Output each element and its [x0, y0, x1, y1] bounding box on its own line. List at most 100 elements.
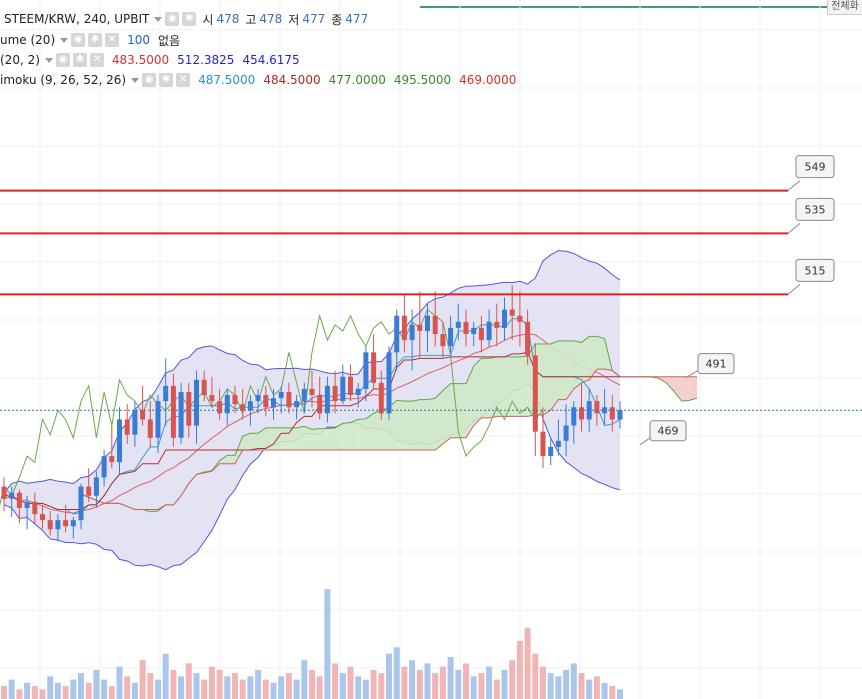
symbol-legend: STEEM/KRW, 240, UPBIT ◉ ✱ 시 478 고 478 저 … [4, 10, 368, 28]
ichimoku-cloud-segment [427, 398, 436, 450]
ichimoku-cloud-segment [581, 336, 590, 383]
volume-bar [278, 676, 285, 699]
ichimoku-cloud-segment [365, 413, 374, 450]
fullscreen-button[interactable]: 전체화 [827, 0, 862, 15]
ichimoku-cloud-segment [481, 358, 490, 418]
candle-body [432, 315, 438, 335]
ichimoku-cloud-segment [404, 401, 413, 450]
volume-bar [470, 676, 477, 699]
candle-body [394, 315, 400, 353]
gear-icon[interactable]: ✱ [182, 12, 197, 26]
marker-label-469: 469 [658, 425, 679, 438]
volume-bar [262, 679, 269, 699]
volume-bar [540, 666, 546, 699]
volume-bar [93, 669, 100, 699]
candle-body [355, 388, 361, 396]
ichimoku-cloud-segment [258, 427, 266, 450]
candle-body [348, 376, 353, 396]
candle-body [517, 315, 523, 322]
candle-body [371, 352, 377, 383]
ichimoku-cloud-segment [442, 383, 451, 444]
volume-bar [216, 669, 223, 699]
candle-body [617, 410, 623, 420]
volume-bar [285, 673, 292, 699]
candle-body [571, 407, 577, 426]
candle-body [55, 520, 61, 530]
candle-body [124, 419, 130, 435]
volume-bar [547, 673, 554, 699]
low-label: 저 [288, 12, 300, 27]
volume-bar [609, 686, 616, 699]
volume-bar [447, 656, 454, 699]
open-label: 시 [202, 12, 214, 27]
top-border-line [420, 6, 862, 8]
candle-body [232, 395, 238, 405]
volume-bar [593, 676, 600, 699]
close-icon[interactable]: ✕ [105, 33, 120, 47]
candle-body [201, 379, 207, 396]
gear-icon[interactable]: ✱ [159, 73, 174, 87]
candle-body [24, 501, 30, 508]
volume-bar [155, 679, 161, 699]
candle-body [563, 425, 569, 441]
volume-bar [131, 682, 138, 699]
eye-icon[interactable]: ◉ [142, 73, 157, 87]
volume-bar [124, 676, 131, 699]
candle-body [101, 456, 107, 478]
ichimoku-kijun [3, 351, 620, 510]
volume-bar [424, 663, 431, 699]
ichimoku-cloud-segment [689, 376, 697, 401]
ichimoku-cloud-segment [566, 340, 574, 400]
chevron-down-icon[interactable] [131, 77, 140, 83]
volume-bar [309, 669, 315, 699]
volume-bar [409, 660, 416, 699]
chevron-down-icon[interactable] [44, 57, 53, 63]
ichimoku-legend: imoku (9, 26, 52, 26) ◉ ✱ ✕ 487.5000 484… [0, 71, 516, 89]
close-icon[interactable]: ✕ [89, 53, 104, 67]
candle-body [594, 401, 600, 414]
ichimoku-cloud-segment [350, 419, 359, 450]
volume-bar [486, 666, 493, 699]
candle-body [224, 395, 230, 414]
close-icon[interactable]: ✕ [176, 73, 191, 87]
ichimoku-value-3: 477.0000 [328, 73, 386, 87]
callout-leader [787, 222, 801, 234]
ichimoku-cloud-segment [319, 428, 328, 450]
candle-body [217, 401, 223, 414]
gear-icon[interactable]: ✱ [72, 53, 87, 67]
ichimoku-cloud-segment [281, 427, 289, 450]
ichimoku-cloud-segment [327, 427, 336, 450]
eye-icon[interactable]: ◉ [55, 53, 70, 67]
candle-body [147, 419, 153, 438]
ichimoku-cloud-segment [512, 356, 520, 417]
candle-body [255, 395, 261, 402]
eye-icon[interactable]: ◉ [71, 33, 86, 47]
chevron-down-icon[interactable] [60, 37, 69, 43]
candle-body [579, 407, 584, 420]
ichimoku-value-1: 487.5000 [198, 73, 256, 87]
callout-leader [787, 283, 801, 295]
candle-body [324, 385, 330, 414]
candle-body [140, 410, 146, 420]
ichimoku-cloud-segment [358, 418, 366, 450]
volume-bar [8, 679, 15, 699]
candle-body [194, 379, 199, 426]
ichimoku-cloud-segment [227, 455, 235, 464]
ichimoku-cloud-segment [304, 426, 312, 450]
volume-bar [332, 663, 339, 699]
volume-bar [524, 627, 531, 699]
candle-body [78, 486, 84, 521]
volume-bar [393, 647, 400, 699]
volume-bar [432, 673, 439, 699]
candle-body [448, 327, 454, 347]
candle-body [163, 385, 169, 402]
ichimoku-cloud-segment [466, 366, 474, 438]
ichimoku-cloud-segment [312, 428, 320, 450]
gear-icon[interactable]: ✱ [88, 33, 103, 47]
eye-icon[interactable]: ◉ [165, 12, 180, 26]
chevron-down-icon[interactable] [154, 16, 163, 22]
ichimoku-cloud-segment [412, 399, 420, 450]
ichimoku-name: imoku (9, 26, 52, 26) [0, 73, 127, 87]
